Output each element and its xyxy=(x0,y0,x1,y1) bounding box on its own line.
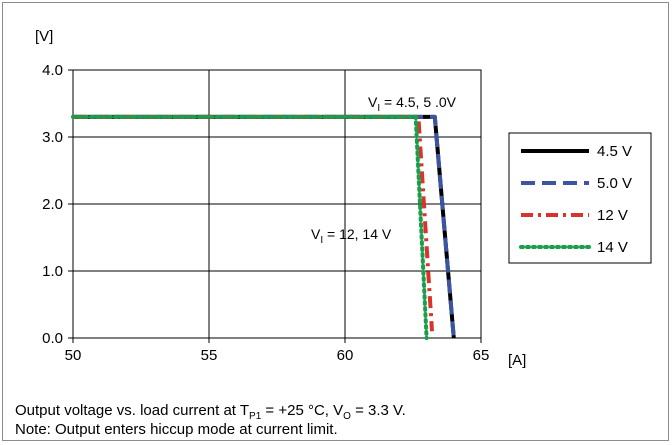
y-tick-label: 3.0 xyxy=(42,129,63,146)
caption-text-b: = +25 °C, V xyxy=(261,402,344,419)
series-line-2 xyxy=(73,114,456,339)
annotation-2: VI = 12, 14 V xyxy=(311,226,392,246)
caption-sub-o: O xyxy=(343,411,351,422)
series-line-4 xyxy=(71,114,429,340)
legend-label-4: 14 V xyxy=(597,239,628,256)
caption-line-1: Output voltage vs. load current at TP1 =… xyxy=(15,402,406,422)
x-tick-label: 50 xyxy=(65,347,82,364)
y-tick-label: 4.0 xyxy=(42,62,63,79)
annotation-1: VI = 4.5, 5 .0V xyxy=(368,94,457,114)
x-axis-label: [A] xyxy=(508,352,526,369)
x-tick-label: 55 xyxy=(201,347,218,364)
legend-label-2: 5.0 V xyxy=(597,175,632,192)
legend-label-1: 4.5 V xyxy=(597,143,632,160)
x-tick-label: 60 xyxy=(337,347,354,364)
caption-line-2: Note: Output enters hiccup mode at curre… xyxy=(15,421,338,438)
caption-sub-p1: P1 xyxy=(249,411,262,422)
legend-label-3: 12 V xyxy=(597,207,628,224)
caption-text-a: Output voltage vs. load current at T xyxy=(15,402,250,419)
caption-text-c: = 3.3 V. xyxy=(350,402,406,419)
y-tick-label: 0.0 xyxy=(42,330,63,347)
chart: 0.0 1.0 2.0 3.0 4.0 50 55 60 65 [V] [A] VI = 4.5, 5… xyxy=(35,28,652,369)
x-tick-label: 65 xyxy=(473,347,490,364)
figure-frame: 0.0 1.0 2.0 3.0 4.0 50 55 60 65 [V] [A] VI = 4.5, 5… xyxy=(2,2,669,441)
y-tick-label: 1.0 xyxy=(42,263,63,280)
legend-box xyxy=(508,132,652,264)
y-tick-label: 2.0 xyxy=(42,196,63,213)
y-axis-label: [V] xyxy=(35,28,53,45)
